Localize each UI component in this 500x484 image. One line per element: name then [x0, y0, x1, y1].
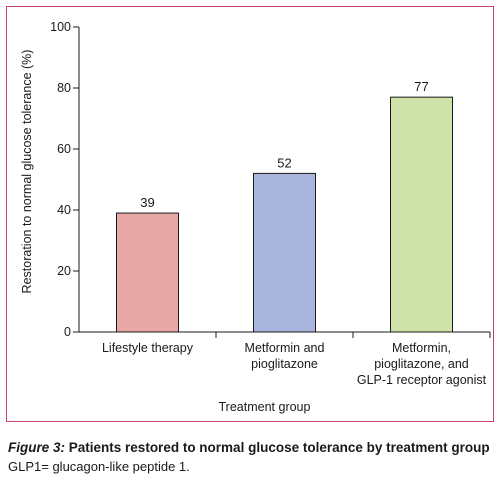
category-label-line: Metformin and — [245, 341, 325, 355]
category-label-line: Metformin, — [392, 341, 451, 355]
chart-frame: 0 20 40 60 80 100 Restoration to normal glucos… — [6, 6, 494, 422]
data-label-2: 52 — [277, 155, 291, 170]
y-tick-label-40: 40 — [57, 203, 71, 217]
bar-chart: 0 20 40 60 80 100 Restoration to normal glucos… — [20, 20, 491, 414]
category-label-1: Lifestyle therapy — [102, 341, 194, 355]
y-axis-title: Restoration to normal glucose tolerance … — [20, 50, 34, 294]
y-tick-label-100: 100 — [50, 20, 71, 34]
category-label-line: pioglitazone, and — [374, 357, 469, 371]
figure-title: Patients restored to normal glucose tole… — [68, 440, 490, 455]
y-tick-label-0: 0 — [64, 325, 71, 339]
bar-3 — [390, 96, 453, 333]
x-axis-title: Treatment group — [219, 400, 311, 414]
data-label-1: 39 — [140, 195, 154, 210]
bar-1 — [116, 212, 179, 333]
y-tick-label-80: 80 — [57, 81, 71, 95]
category-label-2: Metformin and pioglitazone — [245, 341, 325, 371]
category-label-line: pioglitazone — [251, 357, 318, 371]
figure-caption: Figure 3: Patients restored to normal gl… — [8, 438, 496, 476]
caption-title: Figure 3: Patients restored to normal gl… — [8, 438, 496, 457]
y-tick-label-20: 20 — [57, 264, 71, 278]
data-label-3: 77 — [414, 79, 428, 94]
category-label-3: Metformin, pioglitazone, and GLP-1 recepto… — [357, 341, 487, 387]
bar-2 — [253, 172, 316, 333]
figure-reference: Figure 3: — [8, 440, 66, 455]
y-tick-label-60: 60 — [57, 142, 71, 156]
category-label-line: GLP-1 receptor agonist — [357, 373, 487, 387]
category-label-line: Lifestyle therapy — [102, 341, 194, 355]
caption-note: GLP1= glucagon-like peptide 1. — [8, 459, 190, 474]
